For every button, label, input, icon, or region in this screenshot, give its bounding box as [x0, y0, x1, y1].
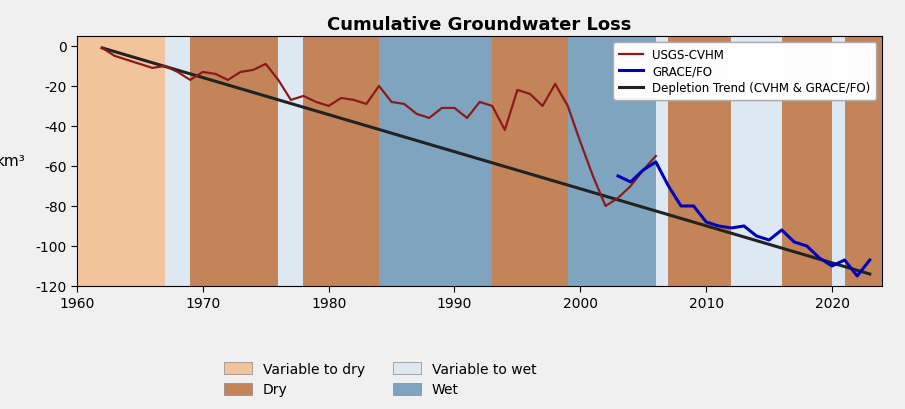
USGS-CVHM	[613, 196, 624, 201]
Bar	[731, 37, 782, 286]
USGS-CVHM	[600, 204, 611, 209]
GRACE/FO	[789, 240, 800, 245]
GRACE/FO	[802, 244, 813, 249]
USGS-CVHM	[97, 46, 108, 51]
USGS-CVHM	[310, 100, 321, 105]
Bar	[165, 37, 190, 286]
Y-axis label: km³: km³	[0, 154, 25, 169]
GRACE/FO	[826, 264, 837, 269]
USGS-CVHM	[159, 64, 170, 69]
Legend: USGS-CVHM, GRACE/FO, Depletion Trend (CVHM & GRACE/FO): USGS-CVHM, GRACE/FO, Depletion Trend (CV…	[614, 43, 876, 101]
USGS-CVHM	[625, 184, 636, 189]
USGS-CVHM	[298, 94, 309, 99]
USGS-CVHM	[223, 78, 233, 83]
USGS-CVHM	[411, 112, 422, 117]
GRACE/FO	[700, 220, 711, 225]
USGS-CVHM	[449, 106, 460, 111]
GRACE/FO	[613, 174, 624, 179]
Bar	[303, 37, 379, 286]
Bar	[567, 37, 656, 286]
USGS-CVHM	[122, 58, 133, 63]
Bar	[656, 37, 669, 286]
USGS-CVHM	[323, 104, 334, 109]
USGS-CVHM	[587, 174, 598, 179]
Bar	[379, 37, 492, 286]
USGS-CVHM	[235, 70, 246, 75]
Bar	[279, 37, 303, 286]
GRACE/FO	[839, 258, 850, 263]
GRACE/FO	[726, 226, 737, 231]
USGS-CVHM	[462, 116, 472, 121]
Line: GRACE/FO: GRACE/FO	[618, 162, 870, 276]
GRACE/FO	[688, 204, 699, 209]
GRACE/FO	[663, 184, 674, 189]
USGS-CVHM	[210, 72, 221, 77]
Bar	[190, 37, 279, 286]
USGS-CVHM	[336, 96, 347, 101]
GRACE/FO	[638, 168, 649, 173]
GRACE/FO	[651, 160, 662, 165]
USGS-CVHM	[361, 102, 372, 107]
Line: USGS-CVHM: USGS-CVHM	[102, 49, 656, 207]
USGS-CVHM	[538, 104, 548, 109]
USGS-CVHM	[562, 104, 573, 109]
USGS-CVHM	[135, 62, 146, 67]
Bar	[844, 37, 882, 286]
Bar	[782, 37, 832, 286]
USGS-CVHM	[436, 106, 447, 111]
GRACE/FO	[764, 238, 775, 243]
USGS-CVHM	[575, 140, 586, 145]
USGS-CVHM	[248, 68, 259, 73]
USGS-CVHM	[487, 104, 498, 109]
GRACE/FO	[864, 258, 875, 263]
USGS-CVHM	[197, 70, 208, 75]
Bar	[77, 37, 165, 286]
GRACE/FO	[852, 274, 862, 279]
USGS-CVHM	[651, 154, 662, 159]
USGS-CVHM	[399, 102, 410, 107]
USGS-CVHM	[273, 78, 284, 83]
USGS-CVHM	[474, 100, 485, 105]
USGS-CVHM	[386, 100, 397, 105]
GRACE/FO	[751, 234, 762, 239]
USGS-CVHM	[638, 168, 649, 173]
USGS-CVHM	[500, 128, 510, 133]
Bar	[492, 37, 567, 286]
USGS-CVHM	[348, 98, 359, 103]
USGS-CVHM	[512, 88, 523, 93]
GRACE/FO	[625, 180, 636, 185]
GRACE/FO	[676, 204, 687, 209]
Title: Cumulative Groundwater Loss: Cumulative Groundwater Loss	[328, 16, 632, 34]
USGS-CVHM	[110, 54, 120, 59]
GRACE/FO	[814, 256, 824, 261]
USGS-CVHM	[261, 62, 272, 67]
USGS-CVHM	[424, 116, 434, 121]
USGS-CVHM	[549, 82, 560, 87]
GRACE/FO	[738, 224, 749, 229]
Bar	[669, 37, 731, 286]
Bar	[832, 37, 844, 286]
USGS-CVHM	[285, 98, 296, 103]
USGS-CVHM	[172, 70, 183, 75]
GRACE/FO	[776, 228, 787, 233]
USGS-CVHM	[147, 66, 157, 71]
USGS-CVHM	[185, 78, 195, 83]
GRACE/FO	[713, 224, 724, 229]
USGS-CVHM	[374, 84, 385, 89]
Legend: Variable to dry, Dry, Variable to wet, Wet: Variable to dry, Dry, Variable to wet, W…	[218, 356, 542, 402]
USGS-CVHM	[525, 92, 536, 97]
